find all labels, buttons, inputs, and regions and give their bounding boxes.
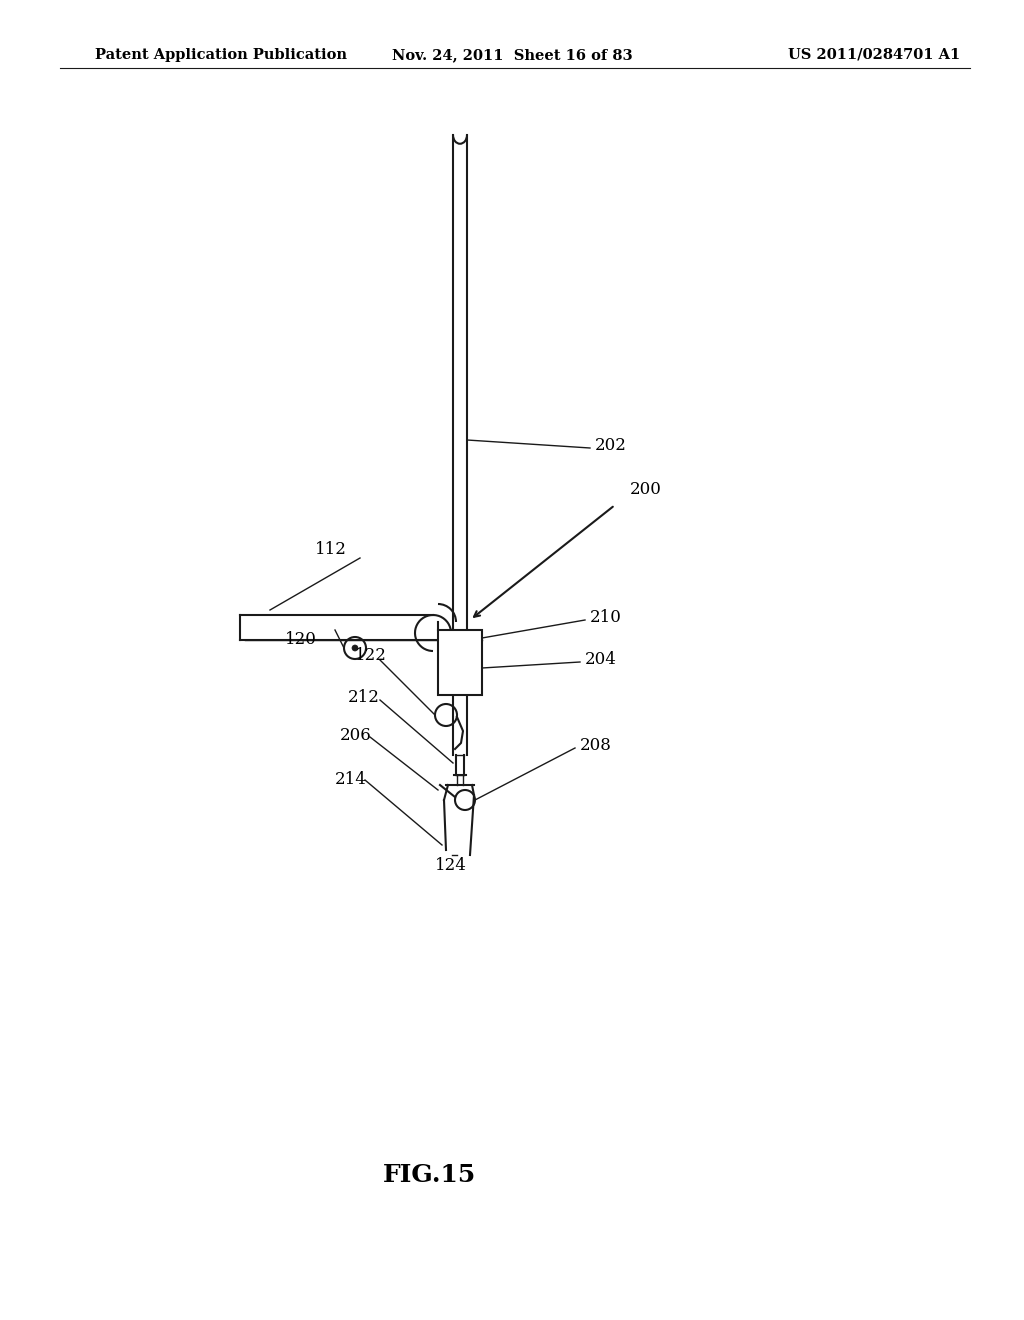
Text: 124: 124 [435,857,467,874]
Text: 214: 214 [335,771,367,788]
Text: 204: 204 [585,652,616,668]
Text: Patent Application Publication: Patent Application Publication [95,48,347,62]
Text: 208: 208 [580,738,612,755]
Text: 210: 210 [590,610,622,627]
Bar [438,630,482,696]
Text: US 2011/0284701 A1: US 2011/0284701 A1 [787,48,961,62]
Text: 112: 112 [315,540,347,557]
Text: 212: 212 [348,689,380,706]
Text: Nov. 24, 2011  Sheet 16 of 83: Nov. 24, 2011 Sheet 16 of 83 [392,48,632,62]
Text: 202: 202 [595,437,627,454]
Text: 206: 206 [340,727,372,744]
Text: FIG.15: FIG.15 [383,1163,476,1187]
Text: 200: 200 [630,482,662,499]
Circle shape [352,645,358,651]
Text: 122: 122 [355,647,387,664]
Text: 120: 120 [285,631,316,648]
